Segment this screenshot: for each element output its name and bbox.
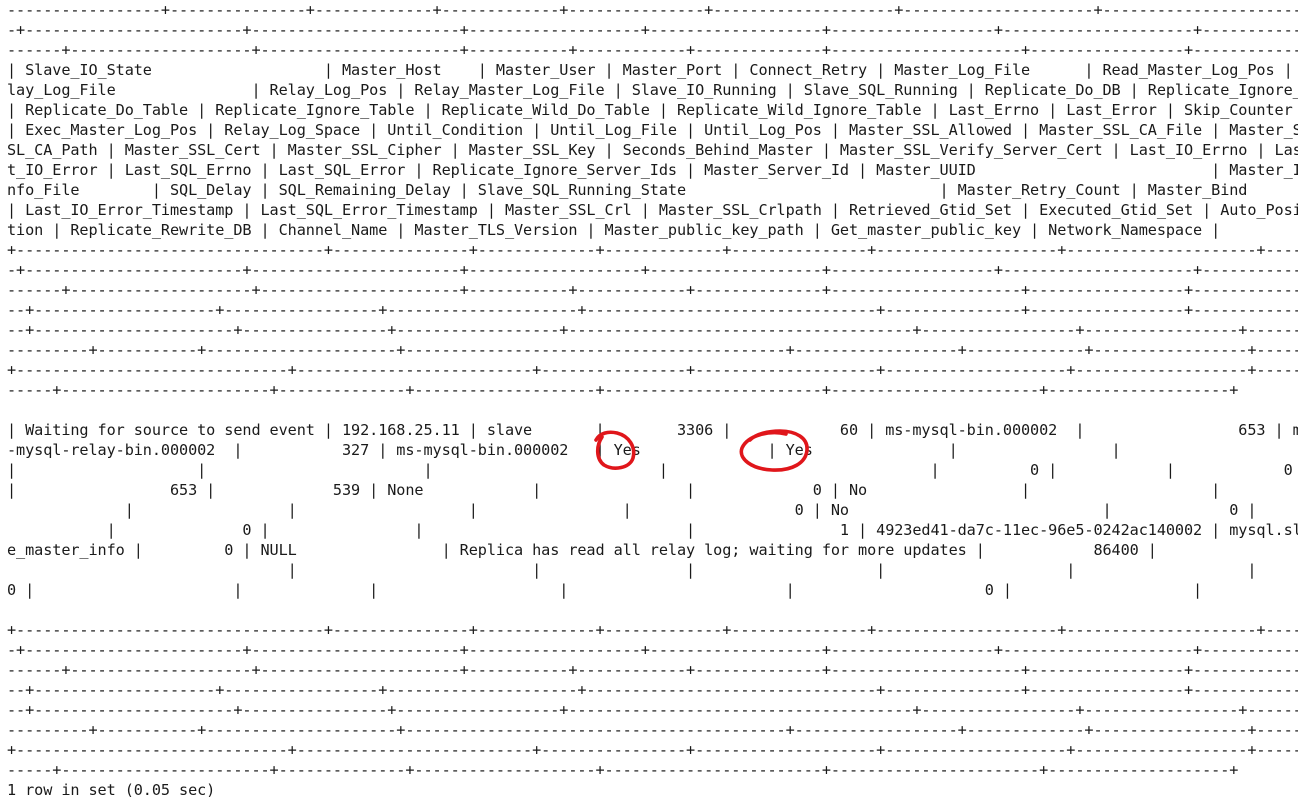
- table-border-line: -+------------------------+-------------…: [7, 641, 1298, 659]
- data-row-line: | 0 | | | 1 | 4923ed41-da7c-11ec-96e5-02…: [7, 521, 1298, 539]
- header-line: tion | Replicate_Rewrite_DB | Channel_Na…: [7, 221, 1221, 239]
- data-row-line: | | | | | 0 | | 0: [7, 461, 1293, 479]
- terminal-output: -----------------+---------------+------…: [7, 0, 1298, 812]
- table-border-line: +----------------------------------+----…: [7, 241, 1298, 259]
- table-border-line: -----+-----------------------+----------…: [7, 381, 1239, 399]
- header-line: | Replicate_Do_Table | Replicate_Ignore_…: [7, 101, 1293, 119]
- table-border-line: +----------------------------------+----…: [7, 621, 1298, 639]
- header-line: | Last_IO_Error_Timestamp | Last_SQL_Err…: [7, 201, 1298, 219]
- table-border-line: ------+--------------------+------------…: [7, 661, 1298, 679]
- table-border-line: -----+-----------------------+----------…: [7, 761, 1239, 779]
- table-border-line: -+------------------------+-------------…: [7, 21, 1298, 39]
- table-border-line: ---------+-----------+------------------…: [7, 721, 1298, 739]
- header-line: lay_Log_File | Relay_Log_Pos | Relay_Mas…: [7, 81, 1298, 99]
- header-line: SL_CA_Path | Master_SSL_Cert | Master_SS…: [7, 141, 1298, 159]
- table-border-line: --+----------------------+--------------…: [7, 701, 1298, 719]
- header-line: nfo_File | SQL_Delay | SQL_Remaining_Del…: [7, 181, 1248, 199]
- table-border-line: -----------------+---------------+------…: [7, 1, 1298, 19]
- table-border-line: -+------------------------+-------------…: [7, 261, 1298, 279]
- data-row-line: | | | | 0 | No | 0 |: [7, 501, 1257, 519]
- table-border-line: +------------------------------+--------…: [7, 741, 1298, 759]
- header-line: t_IO_Error | Last_SQL_Errno | Last_SQL_E…: [7, 161, 1298, 179]
- table-border-line: ------+--------------------+------------…: [7, 41, 1298, 59]
- table-border-line: --+--------------------+----------------…: [7, 681, 1298, 699]
- data-row-line: 0 | | | | | 0 | |: [7, 581, 1203, 599]
- table-border-line: ------+--------------------+------------…: [7, 281, 1298, 299]
- table-border-line: --+----------------------+--------------…: [7, 321, 1298, 339]
- data-row-line: | | | | | |: [7, 561, 1257, 579]
- header-line: | Exec_Master_Log_Pos | Relay_Log_Space …: [7, 121, 1298, 139]
- table-border-line: ---------+-----------+------------------…: [7, 341, 1298, 359]
- result-summary: 1 row in set (0.05 sec): [7, 781, 216, 799]
- data-row-line: | Waiting for source to send event | 192…: [7, 421, 1298, 439]
- data-row-line: -mysql-relay-bin.000002 | 327 | ms-mysql…: [7, 441, 1121, 459]
- data-row-line: e_master_info | 0 | NULL | Replica has r…: [7, 541, 1157, 559]
- header-line: | Slave_IO_State | Master_Host | Master_…: [7, 61, 1298, 79]
- table-border-line: +------------------------------+--------…: [7, 361, 1298, 379]
- table-border-line: --+--------------------+----------------…: [7, 301, 1298, 319]
- data-row-line: | 653 | 539 | None | | 0 | No | |: [7, 481, 1221, 499]
